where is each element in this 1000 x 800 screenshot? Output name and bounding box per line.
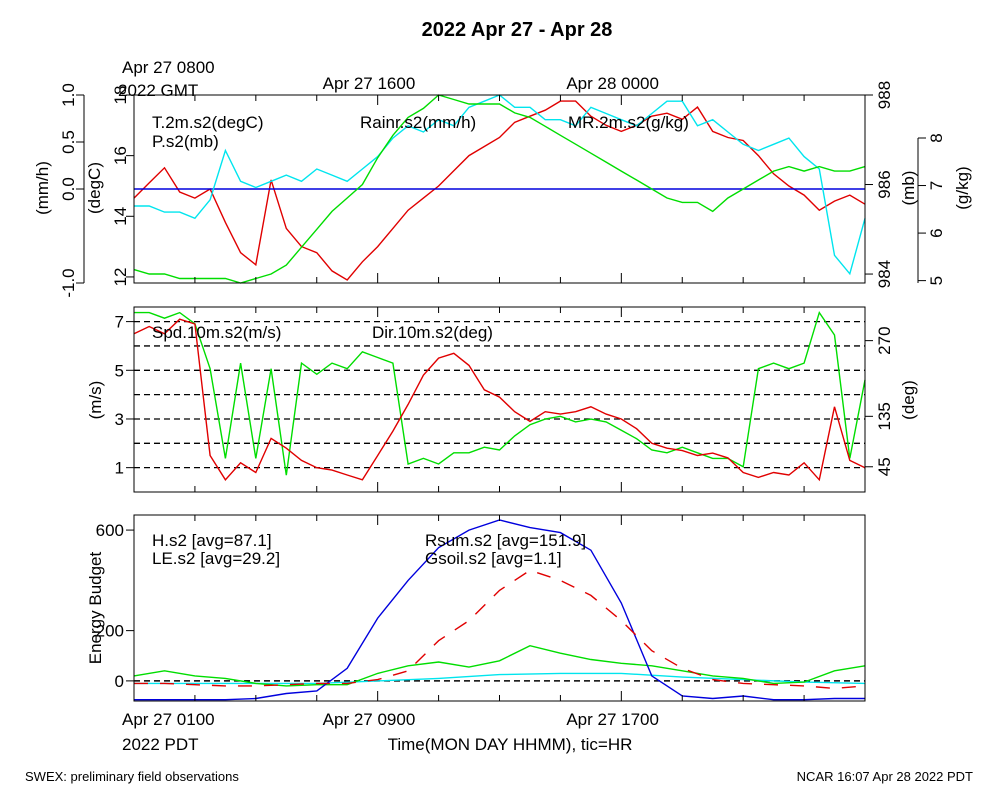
chart-title: 2022 Apr 27 - Apr 28	[422, 19, 613, 41]
mr-axis-tick-label: 7	[927, 181, 946, 190]
rain-axis-tick-label: 0.0	[59, 177, 78, 201]
bottom-time-labels: Apr 27 0100 2022 PDT Apr 27 0900 Apr 27 170…	[122, 710, 659, 754]
top-time-label: Apr 27 1600	[323, 74, 416, 93]
legend-sensible-heat: H.s2 [avg=87.1]	[152, 531, 272, 550]
energy-axis-tick-label: 0	[115, 672, 124, 691]
footer-right: NCAR 16:07 Apr 28 2022 PDT	[797, 769, 973, 784]
bottom-time-label-line2: 2022 PDT	[122, 735, 199, 754]
top-time-label: Apr 27 0800	[122, 58, 215, 77]
legend-wind-direction: Dir.10m.s2(deg)	[372, 323, 493, 342]
speed-axis-tick-label: 5	[115, 361, 124, 380]
temp-axis-tick-label: 16	[111, 146, 130, 165]
panel-temperature-pressure: 12 14 16 18 -1.0 0.0 0.5 1.0 984 986 988 5 6 7 8 (mm/h)…	[33, 81, 972, 298]
direction-axis-tick-label: 270	[875, 326, 894, 354]
legend-mixing-ratio: MR.2m.s2(g/kg)	[568, 113, 689, 132]
pres-axis-tick-label: 986	[875, 170, 894, 198]
series-line-energy-0	[134, 569, 866, 690]
direction-axis-tick-label: 45	[875, 457, 894, 476]
temp-axis-label: (degC)	[85, 162, 104, 214]
rain-axis-tick-label: -1.0	[59, 268, 78, 297]
temp-axis-tick-label: 18	[111, 86, 130, 105]
panel2-gridlines	[134, 320, 865, 469]
bottom-time-label: Apr 27 0100	[122, 710, 215, 729]
temp-axis-tick-label: 14	[111, 207, 130, 226]
bottom-time-label: Apr 27 0900	[323, 710, 416, 729]
panel-energy-budget: 0 200 600 Energy Budget H.s2 [avg=87.1] LE.…	[86, 514, 866, 702]
rain-axis-label: (mm/h)	[33, 161, 52, 215]
legend-wind-speed: Spd.10m.s2(m/s)	[152, 323, 281, 342]
mr-axis-tick-label: 8	[927, 133, 946, 142]
series-line-energy-1	[133, 644, 866, 687]
panel3-axes: 0 200 600 Energy Budget	[86, 515, 866, 701]
top-time-label: Apr 28 0000	[566, 74, 659, 93]
energy-axis-label: Energy Budget	[86, 551, 105, 664]
top-time-label-line2: 2022 GMT	[118, 81, 198, 100]
direction-axis-tick-label: 135	[875, 402, 894, 430]
bottom-time-label: Apr 27 1700	[566, 710, 659, 729]
energy-axis-tick-label: 200	[96, 622, 124, 641]
speed-axis-label: (m/s)	[86, 381, 105, 420]
rain-axis-tick-label: 0.5	[59, 130, 78, 154]
pres-axis-tick-label: 988	[875, 81, 894, 109]
legend-latent-heat: LE.s2 [avg=29.2]	[152, 549, 280, 568]
energy-axis-tick-label: 600	[96, 521, 124, 540]
mr-axis-tick-label: 6	[927, 228, 946, 237]
footer-left: SWEX: preliminary field observations	[25, 769, 239, 784]
legend-pressure: P.s2(mb)	[152, 132, 219, 151]
temp-axis-tick-label: 12	[111, 267, 130, 286]
speed-axis-tick-label: 7	[115, 313, 124, 332]
mr-axis-tick-label: 5	[927, 276, 946, 285]
panel1-axes: 12 14 16 18 -1.0 0.0 0.5 1.0 984 986 988 5 6 7 8 (mm/h)…	[33, 81, 972, 298]
legend-radiation-sum: Rsum.s2 [avg=151.9]	[425, 531, 586, 550]
mr-axis-label: (g/kg)	[953, 166, 972, 209]
speed-axis-tick-label: 1	[115, 459, 124, 478]
pres-axis-label: (mb)	[899, 171, 918, 206]
pres-axis-tick-label: 984	[875, 260, 894, 288]
legend-rain-rate: Rainr.s2(mm/h)	[360, 113, 476, 132]
panel2-series-group	[133, 310, 866, 482]
direction-axis-label: (deg)	[899, 380, 918, 420]
rain-axis-tick-label: 1.0	[59, 83, 78, 107]
series-line-direction	[134, 310, 866, 476]
speed-axis-tick-label: 3	[115, 410, 124, 429]
legend-soil-heat: Gsoil.s2 [avg=1.1]	[425, 549, 562, 568]
series-line-speed	[133, 318, 866, 482]
series-line-temp	[133, 100, 866, 281]
top-time-labels: Apr 27 0800 2022 GMT Apr 27 1600 Apr 28 000…	[118, 58, 659, 100]
x-axis-label: Time(MON DAY HHMM), tic=HR	[388, 735, 633, 754]
legend-temperature: T.2m.s2(degC)	[152, 113, 263, 132]
